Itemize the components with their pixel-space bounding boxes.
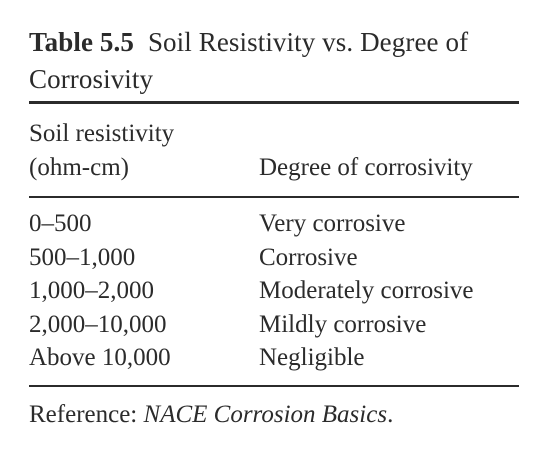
table-row: 500–1,000 Corrosive: [29, 241, 529, 275]
column-header-resistivity-line2: (ohm-cm): [29, 154, 129, 181]
reference-prefix: Reference:: [29, 401, 144, 428]
resistivity-cell: 0–500: [29, 210, 92, 237]
resistivity-cell: 2,000–10,000: [29, 310, 167, 338]
resistivity-cell: 1,000–2,000: [29, 277, 154, 304]
table-row: 0–500 Very corrosive: [29, 207, 529, 241]
table-title: Soil Resistivity vs. Degree of Corrosivi…: [29, 27, 469, 94]
top-rule: [29, 101, 519, 104]
header-rule: [29, 196, 519, 198]
reference-suffix: .: [387, 401, 394, 428]
resistivity-cell: Above 10,000: [29, 344, 171, 371]
table-caption: Table 5.5 Soil Resistivity vs. Degree of …: [29, 24, 529, 98]
corrosivity-cell: Corrosive: [259, 243, 358, 271]
reference-source: NACE Corrosion Basics: [143, 401, 388, 428]
column-header-corrosivity: Degree of corrosivity: [259, 154, 473, 181]
table-reference: Reference: NACE Corrosion Basics.: [29, 398, 393, 432]
corrosivity-cell: Mildly corrosive: [259, 310, 427, 338]
corrosivity-cell: Moderately corrosive: [259, 277, 474, 304]
table-row: 1,000–2,000 Moderately corrosive: [29, 274, 529, 308]
corrosivity-cell: Very corrosive: [259, 210, 406, 237]
table-body: 0–500 Very corrosive 500–1,000 Corrosive…: [29, 207, 529, 375]
table-row: 2,000–10,000 Mildly corrosive: [29, 308, 529, 342]
corrosivity-cell: Negligible: [259, 344, 365, 371]
resistivity-cell: 500–1,000: [29, 243, 136, 271]
bottom-rule: [29, 385, 519, 387]
column-header-resistivity-line1: Soil resistivity: [29, 120, 175, 147]
table-label: Table 5.5: [29, 27, 134, 57]
table-row: Above 10,000 Negligible: [29, 341, 529, 375]
column-header-resistivity: Soil resistivity (ohm-cm): [29, 117, 174, 185]
